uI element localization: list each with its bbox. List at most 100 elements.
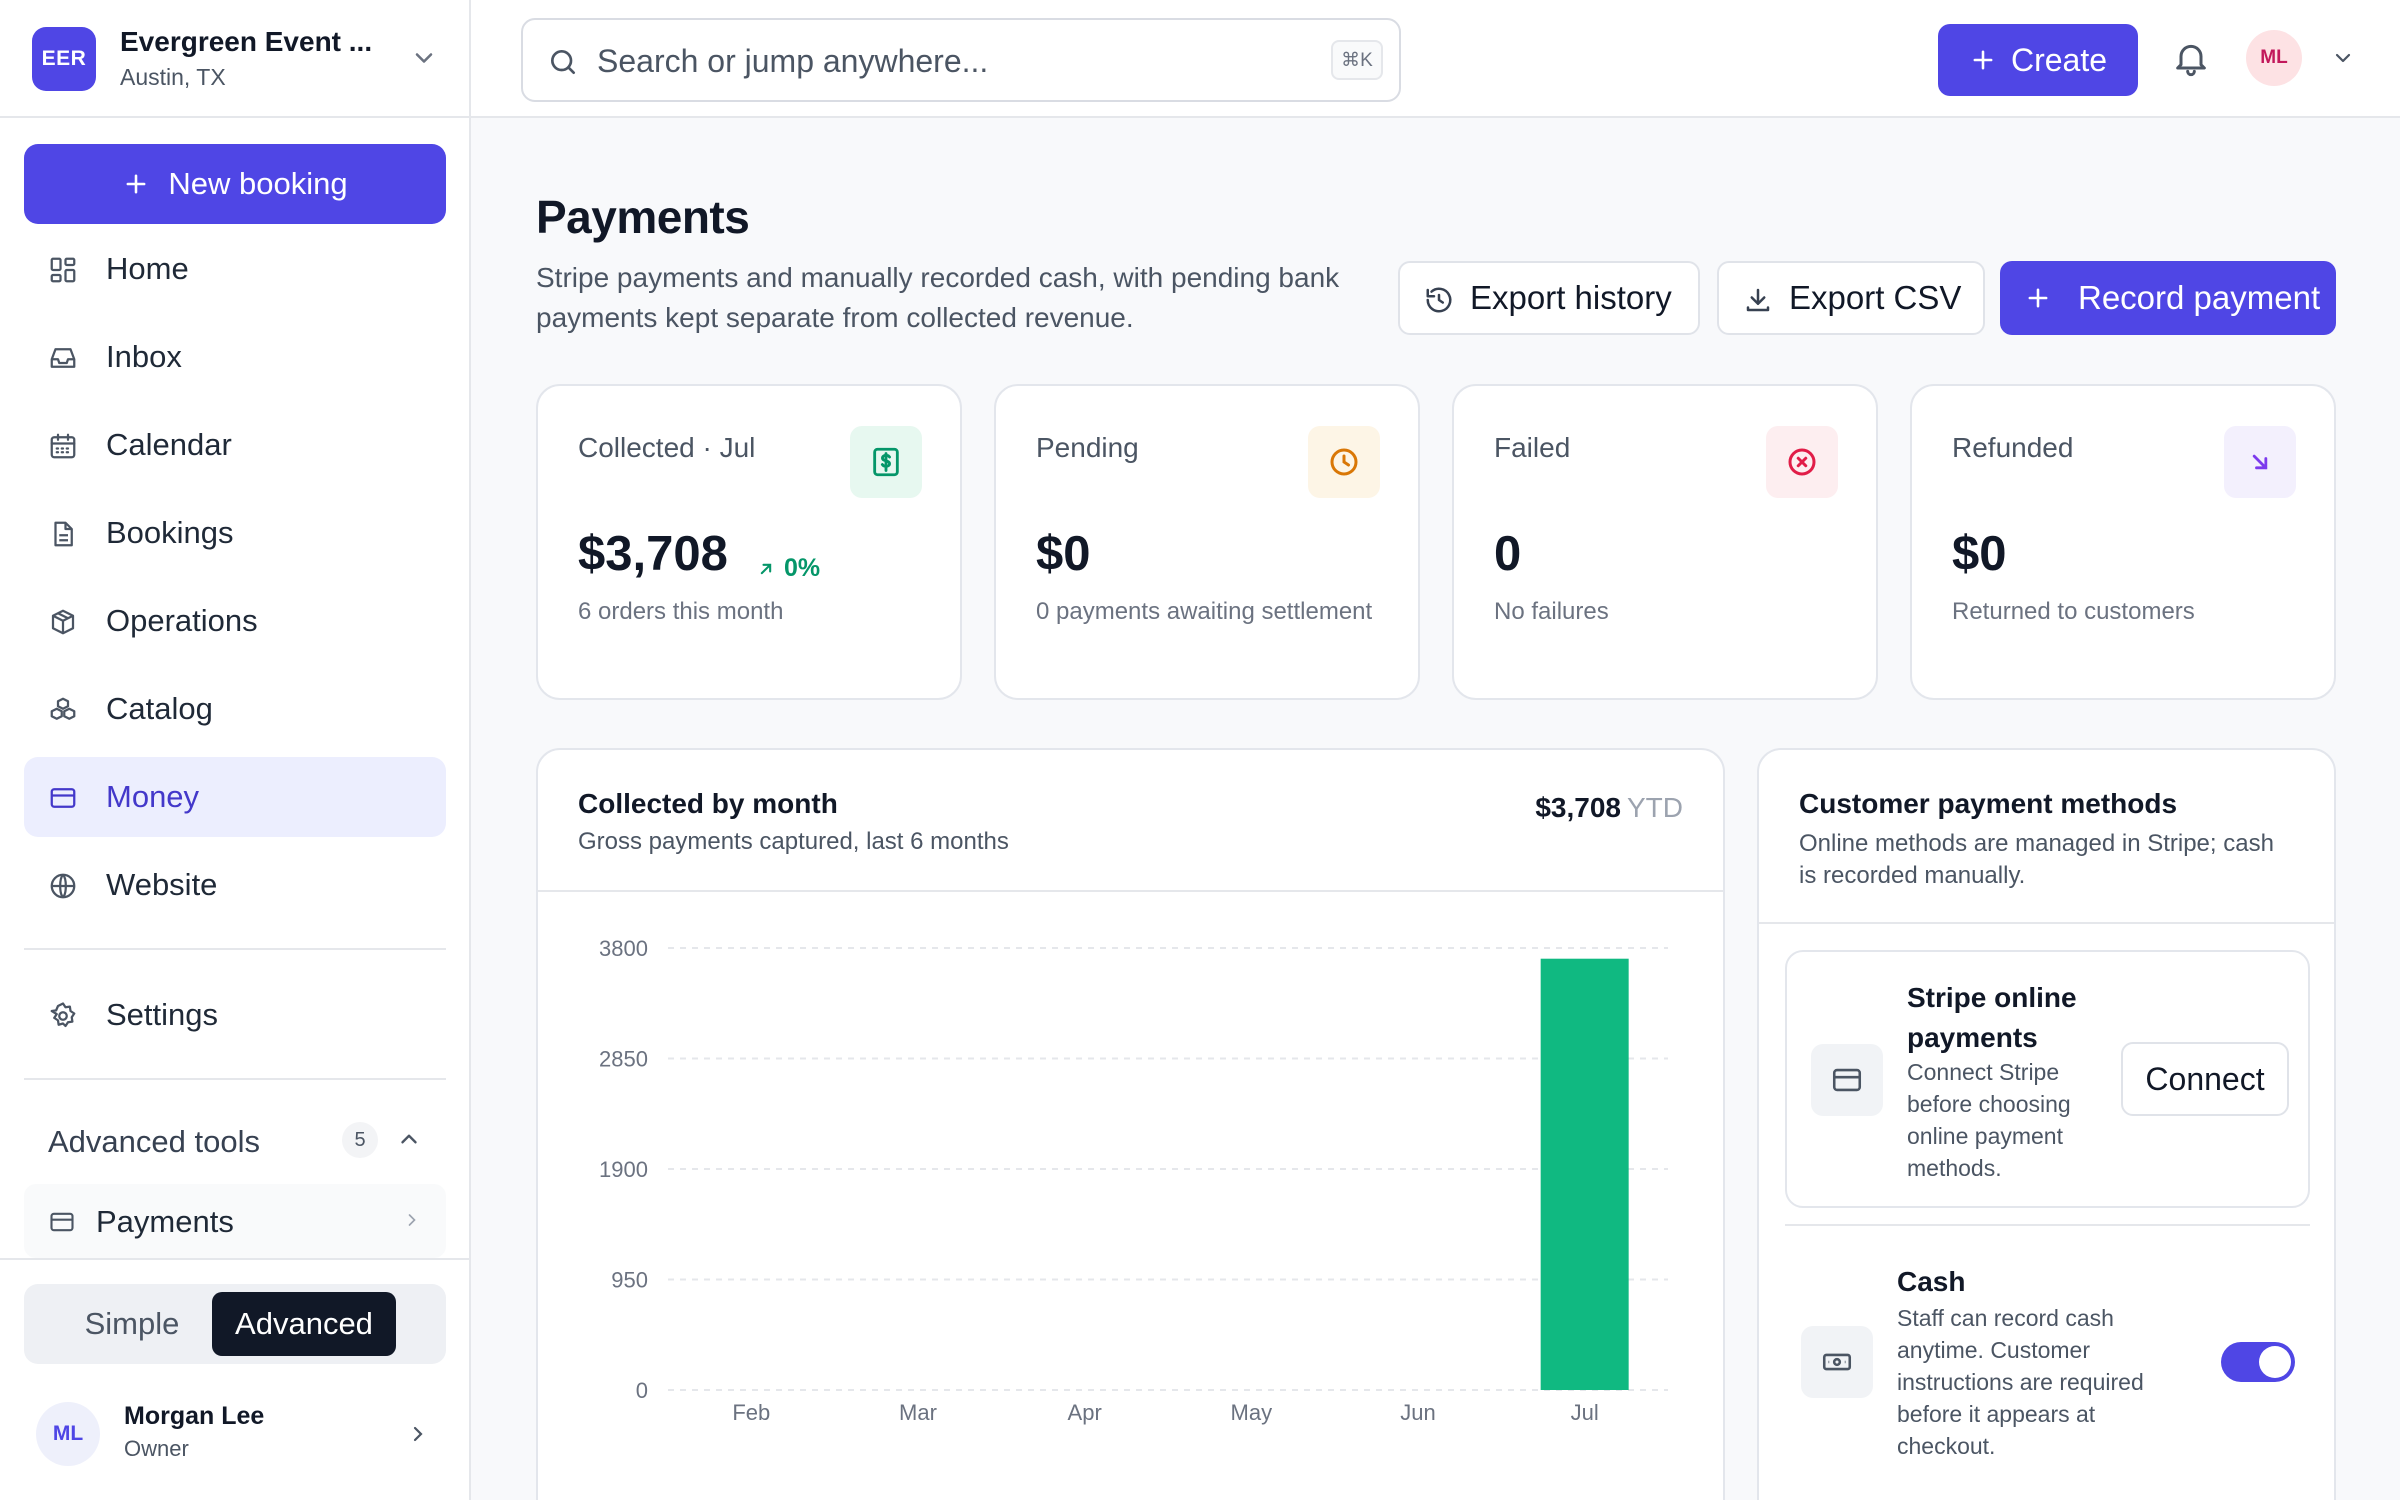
- cash-method-description: Staff can record cash anytime. Customer …: [1897, 1305, 2144, 1459]
- arrow-down-right-icon: [2224, 426, 2296, 498]
- y-tick-label: 950: [611, 1268, 648, 1293]
- sidebar: EER Evergreen Event ... Austin, TX New b…: [0, 0, 471, 1500]
- page-subtitle: Stripe payments and manually recorded ca…: [536, 262, 1340, 333]
- sidebar-item-label: Home: [106, 251, 189, 286]
- plus-icon: [1973, 50, 1993, 70]
- calendar-icon: [50, 433, 76, 459]
- sidebar-item-website[interactable]: Website: [24, 845, 446, 925]
- record-payment-button[interactable]: Record payment: [2000, 261, 2336, 335]
- sidebar-item-label: Website: [106, 867, 218, 902]
- chart-title: Collected by month: [578, 788, 838, 819]
- stripe-method-card: Stripe online payments Connect Stripe be…: [1785, 950, 2310, 1208]
- export-csv-label: Export CSV: [1789, 279, 1962, 316]
- sidebar-item-operations[interactable]: Operations: [24, 581, 446, 661]
- new-booking-button[interactable]: New booking: [24, 144, 446, 224]
- x-tick-label: Mar: [899, 1400, 937, 1425]
- sidebar-divider: [24, 1078, 446, 1080]
- org-badge: EER: [32, 27, 96, 91]
- org-location: Austin, TX: [120, 64, 226, 90]
- bell-icon[interactable]: [2171, 36, 2211, 80]
- sidebar-item-payments[interactable]: Payments: [24, 1184, 446, 1258]
- inbox-icon: [50, 348, 76, 368]
- export-history-button[interactable]: Export history: [1398, 261, 1700, 335]
- avatar: ML: [36, 1402, 100, 1466]
- cash-icon: [1801, 1326, 1873, 1398]
- sidebar-item-home[interactable]: Home: [24, 229, 446, 309]
- cash-enabled-toggle[interactable]: [2221, 1342, 2295, 1382]
- user-menu[interactable]: ML Morgan Lee Owner: [0, 1390, 469, 1500]
- sidebar-item-label: Catalog: [106, 691, 213, 726]
- y-tick-label: 3800: [599, 936, 648, 961]
- y-tick-label: 0: [636, 1378, 648, 1403]
- stat-label: Refunded: [1952, 432, 2074, 463]
- methods-subtitle: Online methods are managed in Stripe; ca…: [1799, 830, 2274, 889]
- stat-note: 0 payments awaiting settlement: [1036, 598, 1373, 625]
- stat-value: $0: [1036, 527, 1091, 581]
- stat-note: Returned to customers: [1952, 598, 2195, 625]
- x-tick-label: Feb: [732, 1400, 770, 1425]
- x-tick-label: Jun: [1400, 1400, 1435, 1425]
- chart-total: $3,708 YTD: [1535, 792, 1683, 824]
- chart-subtitle: Gross payments captured, last 6 months: [578, 828, 1009, 855]
- connect-stripe-button[interactable]: Connect: [2121, 1042, 2289, 1116]
- stat-note: No failures: [1494, 598, 1609, 625]
- download-icon: [1746, 288, 1770, 312]
- mode-advanced-option[interactable]: Advanced: [212, 1292, 396, 1356]
- search-icon: [551, 50, 575, 74]
- plus-icon: [2028, 288, 2048, 308]
- stat-card-pending: Pending $0 0 payments awaiting settlemen…: [994, 384, 1420, 700]
- search-input[interactable]: [597, 34, 1237, 88]
- advanced-tools-label: Advanced tools: [48, 1124, 260, 1159]
- mode-simple-option[interactable]: Simple: [84, 1306, 180, 1341]
- document-icon: [54, 521, 73, 547]
- sidebar-item-bookings[interactable]: Bookings: [24, 493, 446, 573]
- y-tick-label: 2850: [599, 1047, 648, 1072]
- x-tick-label: Jul: [1571, 1400, 1599, 1425]
- sidebar-item-label: Operations: [106, 603, 258, 638]
- sidebar-divider: [24, 948, 446, 950]
- dollar-icon: [850, 426, 922, 498]
- stat-note: 6 orders this month: [578, 598, 784, 625]
- boxes-icon: [50, 697, 76, 720]
- avatar[interactable]: ML: [2246, 30, 2302, 86]
- sidebar-item-catalog[interactable]: Catalog: [24, 669, 446, 749]
- collected-by-month-panel: Collected by month Gross payments captur…: [536, 748, 1725, 1500]
- x-circle-icon: [1766, 426, 1838, 498]
- stripe-method-name: Stripe online payments: [1907, 982, 2077, 1053]
- sidebar-item-settings[interactable]: Settings: [24, 975, 446, 1055]
- sidebar-item-inbox[interactable]: Inbox: [24, 317, 446, 397]
- sidebar-item-money[interactable]: Money: [24, 757, 446, 837]
- credit-card-icon: [50, 788, 76, 808]
- sidebar-item-label: Calendar: [106, 427, 232, 462]
- create-button[interactable]: Create: [1938, 24, 2138, 96]
- org-name: Evergreen Event ...: [120, 26, 373, 57]
- clock-icon: [1308, 426, 1380, 498]
- new-booking-label: New booking: [168, 166, 348, 201]
- export-csv-button[interactable]: Export CSV: [1717, 261, 1985, 335]
- sidebar-item-label: Settings: [106, 997, 219, 1032]
- chevron-right-icon: [413, 1426, 423, 1442]
- panel-divider: [1785, 1224, 2310, 1226]
- stat-value: 0: [1494, 527, 1522, 581]
- sidebar-item-label: Money: [106, 779, 200, 814]
- bar-chart: 0 950 1900 2850 3800 Feb Mar Apr May Jun Jul: [599, 936, 1668, 1425]
- chevron-up-icon: [401, 1134, 417, 1144]
- org-switcher[interactable]: EER Evergreen Event ... Austin, TX: [0, 0, 469, 118]
- history-icon: [1426, 287, 1452, 313]
- credit-card-icon: [50, 1212, 74, 1232]
- sidebar-item-calendar[interactable]: Calendar: [24, 405, 446, 485]
- panel-divider: [1759, 922, 2334, 924]
- grid-icon: [50, 257, 76, 283]
- chevron-down-icon[interactable]: [410, 44, 438, 72]
- search-box[interactable]: ⌘K: [521, 18, 1401, 102]
- x-tick-label: Apr: [1068, 1400, 1102, 1425]
- globe-icon: [50, 873, 76, 899]
- chevron-down-icon[interactable]: [2331, 46, 2355, 70]
- advanced-tools-toggle[interactable]: Advanced tools 5: [24, 1104, 446, 1174]
- panel-divider: [538, 890, 1723, 892]
- chart-total-suffix: YTD: [1627, 792, 1683, 823]
- stripe-method-description: Connect Stripe before choosing online pa…: [1907, 1059, 2071, 1181]
- mode-toggle: Simple Advanced: [24, 1284, 446, 1364]
- arrow-up-right-icon: [760, 563, 772, 574]
- chevron-right-icon: [408, 1214, 416, 1226]
